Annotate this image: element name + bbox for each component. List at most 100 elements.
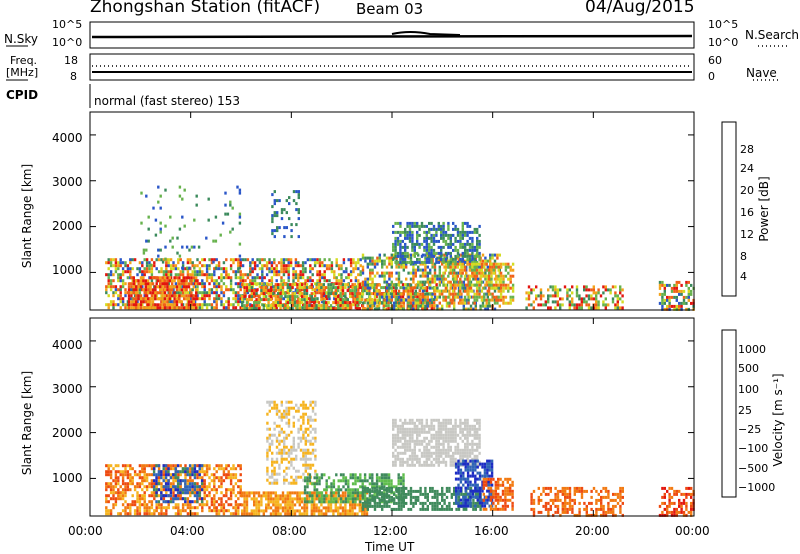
velocity-cell	[289, 509, 292, 513]
velocity-cell	[109, 512, 113, 516]
power-cell	[602, 303, 605, 307]
velocity-cell	[349, 476, 352, 480]
velocity-cell	[208, 485, 211, 489]
velocity-cell	[344, 476, 348, 480]
power-cell	[165, 273, 168, 277]
power-cell	[401, 245, 404, 249]
power-cell	[670, 286, 674, 290]
velocity-cell	[193, 464, 197, 468]
power-cell	[351, 292, 354, 296]
power-cell	[361, 289, 365, 293]
velocity-cell	[337, 488, 340, 492]
power-cell	[166, 297, 169, 301]
velocity-cell	[213, 488, 216, 492]
velocity-cell	[157, 467, 161, 471]
power-cell	[448, 304, 451, 308]
velocity-cell	[234, 500, 238, 504]
power-cell	[535, 294, 538, 298]
velocity-cell	[138, 500, 142, 504]
power-cell	[675, 295, 678, 299]
power-cell	[353, 283, 357, 287]
power-cell	[532, 300, 535, 304]
power-cell	[402, 292, 405, 296]
power-cell	[180, 279, 183, 283]
velocity-cell	[342, 485, 345, 489]
power-cell	[322, 301, 325, 305]
power-cell	[460, 253, 463, 257]
xtick-2000: 20:00	[575, 524, 610, 538]
power-cell	[484, 277, 487, 281]
power-cell	[614, 294, 617, 298]
velocity-cell	[290, 445, 293, 449]
power-cell	[168, 294, 171, 298]
power-cell	[274, 304, 277, 308]
power-cell	[448, 289, 451, 293]
power-cell	[270, 276, 274, 280]
power-cell	[571, 291, 574, 295]
power-cell	[159, 194, 162, 198]
velocity-cell	[225, 476, 228, 480]
power-cell	[383, 274, 386, 278]
power-cell	[463, 265, 467, 269]
power-cell	[145, 270, 149, 274]
power-cell	[661, 292, 664, 296]
power-cell	[187, 285, 191, 289]
power-cell	[670, 295, 674, 299]
power-cell	[305, 301, 309, 305]
power-cell	[366, 256, 369, 260]
velocity-cell	[290, 406, 293, 410]
power-cell	[325, 295, 328, 299]
velocity-cell	[342, 500, 345, 504]
velocity-cell	[285, 472, 288, 476]
power-cell	[306, 279, 310, 283]
power-cell	[471, 262, 474, 266]
power-cell	[390, 259, 393, 263]
power-cell	[181, 215, 184, 219]
power-cell	[430, 307, 433, 311]
power-cell	[480, 271, 484, 275]
power-cell	[381, 295, 384, 299]
power-cell	[378, 298, 381, 302]
velocity-cell	[368, 482, 372, 486]
power-cell	[575, 303, 579, 307]
velocity-cell	[112, 494, 115, 498]
velocity-cell	[232, 506, 235, 510]
power-cell	[269, 289, 273, 293]
velocity-cell	[162, 485, 165, 489]
power-cell	[352, 303, 355, 307]
power-cell	[397, 304, 401, 308]
velocity-cell	[208, 491, 211, 495]
velocity-cell	[308, 476, 312, 480]
velocity-cell	[278, 442, 281, 446]
power-cell	[454, 286, 457, 290]
power-cell	[227, 288, 230, 292]
power-cell	[323, 258, 326, 262]
power-cell	[414, 289, 417, 293]
power-cell	[443, 265, 446, 269]
power-cell	[210, 303, 214, 307]
power-cell	[436, 295, 439, 299]
power-cell	[262, 292, 265, 296]
power-cell	[440, 227, 443, 231]
power-cell	[431, 262, 434, 266]
velocity-cell	[184, 485, 187, 489]
power-cell	[666, 298, 669, 302]
power-cell	[417, 283, 420, 287]
power-cell	[412, 277, 415, 281]
power-cell	[286, 301, 289, 305]
power-cell	[462, 286, 465, 290]
velocity-cell	[243, 512, 246, 516]
power-cell	[262, 304, 265, 308]
power-cell	[186, 270, 190, 274]
power-cell	[229, 264, 233, 268]
velocity-cell	[303, 488, 307, 492]
power-cell	[468, 286, 472, 290]
power-cell	[361, 286, 365, 290]
power-cell	[447, 242, 450, 246]
velocity-cell	[241, 491, 244, 495]
power-cell	[268, 270, 271, 274]
power-cell	[112, 279, 115, 283]
velocity-cell	[344, 494, 347, 498]
power-cell	[661, 283, 664, 287]
velocity-cell	[188, 473, 192, 477]
